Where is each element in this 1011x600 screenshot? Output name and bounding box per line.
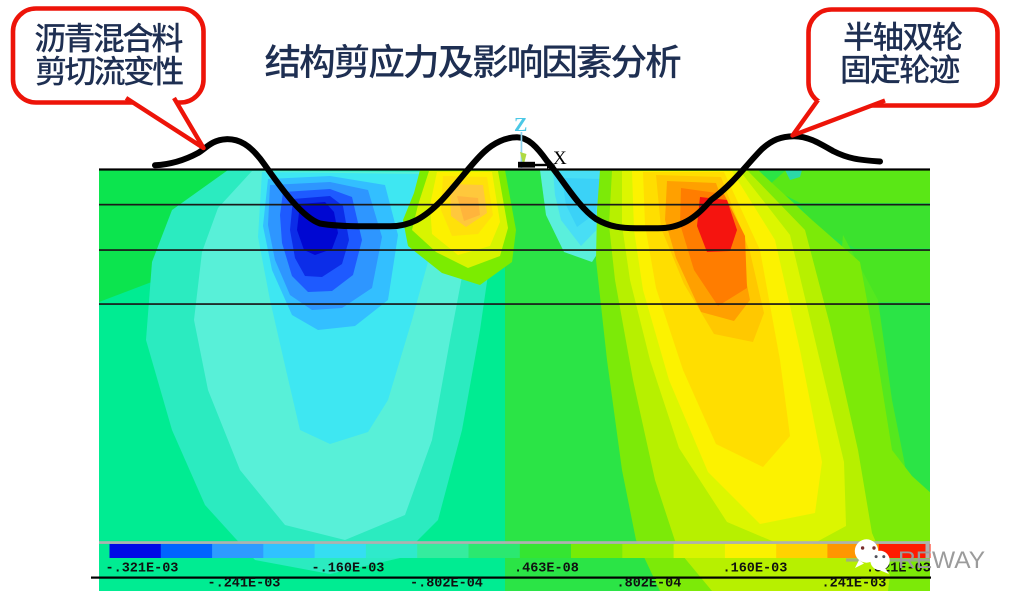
svg-text:.463E-08: .463E-08 — [514, 562, 579, 577]
svg-text:-.321E-03: -.321E-03 — [106, 562, 179, 577]
svg-text:X: X — [553, 148, 567, 169]
svg-text:-.241E-03: -.241E-03 — [208, 577, 281, 592]
svg-text:.241E-03: .241E-03 — [822, 577, 887, 592]
svg-text:Z: Z — [514, 114, 527, 136]
svg-text:-.802E-04: -.802E-04 — [410, 577, 483, 592]
svg-text:.160E-03: .160E-03 — [723, 562, 788, 577]
svg-text:.802E-04: .802E-04 — [617, 577, 682, 592]
svg-text:-.160E-03: -.160E-03 — [312, 562, 385, 577]
